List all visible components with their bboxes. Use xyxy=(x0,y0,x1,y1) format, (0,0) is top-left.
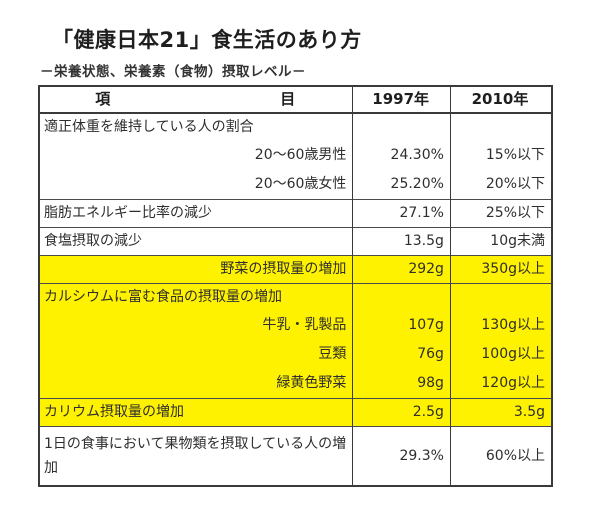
column-header-item-part2: 目 xyxy=(280,90,296,108)
table-row-fat-energy: 脂肪エネルギー比率の減少 27.1% 25%以下 xyxy=(38,199,553,228)
cell-2010: 350g以上 xyxy=(449,255,553,284)
row-label: 脂肪エネルギー比率の減少 xyxy=(38,199,354,228)
row-label: 適正体重を維持している人の割合 xyxy=(38,112,354,141)
cell-1997: 98g xyxy=(352,369,451,399)
row-sublabel: 緑黄色野菜 xyxy=(38,369,354,399)
row-sublabel: 牛乳・乳製品 xyxy=(38,311,354,340)
table-row-weight-heading: 適正体重を維持している人の割合 xyxy=(38,112,553,141)
row-label: 野菜の摂取量の増加 xyxy=(38,255,354,284)
cell-1997: 29.3% xyxy=(352,426,451,486)
cell-1997: 292g xyxy=(352,255,451,284)
cell-1997: 25.20% xyxy=(352,170,451,200)
table-row-calcium-green-vegetables: 緑黄色野菜 98g 120g以上 xyxy=(38,369,553,399)
row-label: 1日の食事において果物類を摂取している人の増加 xyxy=(38,426,354,486)
table-row-potassium: カリウム摂取量の増加 2.5g 3.5g xyxy=(38,398,553,427)
row-sublabel: 20～60歳男性 xyxy=(38,141,354,170)
row-sublabel: 豆類 xyxy=(38,340,354,369)
cell-1997: 24.30% xyxy=(352,141,451,170)
cell-2010: 20%以下 xyxy=(449,170,553,200)
cell-2010-empty xyxy=(449,283,553,311)
cell-2010: 10g未満 xyxy=(449,227,553,256)
cell-2010-empty xyxy=(449,112,553,141)
page-subtitle: －栄養状態、栄養素（食物）摂取レベル－ xyxy=(40,64,306,80)
table-row-calcium-dairy: 牛乳・乳製品 107g 130g以上 xyxy=(38,311,553,340)
table-header-row: 項目 1997年 2010年 xyxy=(38,86,553,114)
cell-1997-empty xyxy=(352,112,451,141)
table-row-calcium-heading: カルシウムに富む食品の摂取量の増加 xyxy=(38,283,553,311)
cell-2010: 3.5g xyxy=(449,398,553,427)
cell-1997: 2.5g xyxy=(352,398,451,427)
cell-1997: 27.1% xyxy=(352,199,451,228)
row-label: カルシウムに富む食品の摂取量の増加 xyxy=(38,283,354,311)
cell-2010: 120g以上 xyxy=(449,369,553,399)
table-row-salt: 食塩摂取の減少 13.5g 10g未満 xyxy=(38,227,553,256)
cell-1997-empty xyxy=(352,283,451,311)
column-header-2010: 2010年 xyxy=(449,86,553,114)
row-label: カリウム摂取量の増加 xyxy=(38,398,354,427)
table-row-vegetables: 野菜の摂取量の増加 292g 350g以上 xyxy=(38,255,553,284)
cell-2010: 15%以下 xyxy=(449,141,553,170)
column-header-item: 項目 xyxy=(38,86,354,114)
column-header-1997: 1997年 xyxy=(352,86,451,114)
table-row-fruit: 1日の食事において果物類を摂取している人の増加 29.3% 60%以上 xyxy=(38,426,553,486)
cell-2010: 100g以上 xyxy=(449,340,553,369)
cell-1997: 76g xyxy=(352,340,451,369)
row-sublabel: 20～60歳女性 xyxy=(38,170,354,200)
table-row-weight-male: 20～60歳男性 24.30% 15%以下 xyxy=(38,141,553,170)
column-header-item-part1: 項 xyxy=(95,90,111,108)
cell-2010: 25%以下 xyxy=(449,199,553,228)
cell-1997: 107g xyxy=(352,311,451,340)
cell-1997: 13.5g xyxy=(352,227,451,256)
cell-2010: 130g以上 xyxy=(449,311,553,340)
row-label: 食塩摂取の減少 xyxy=(38,227,354,256)
nutrition-targets-table: 項目 1997年 2010年 適正体重を維持している人の割合 20～60歳男性 … xyxy=(38,85,553,487)
page-title: 「健康日本21」食生活のあり方 xyxy=(52,28,362,52)
cell-2010: 60%以上 xyxy=(449,426,553,486)
table-row-weight-female: 20～60歳女性 25.20% 20%以下 xyxy=(38,170,553,200)
table-row-calcium-beans: 豆類 76g 100g以上 xyxy=(38,340,553,369)
